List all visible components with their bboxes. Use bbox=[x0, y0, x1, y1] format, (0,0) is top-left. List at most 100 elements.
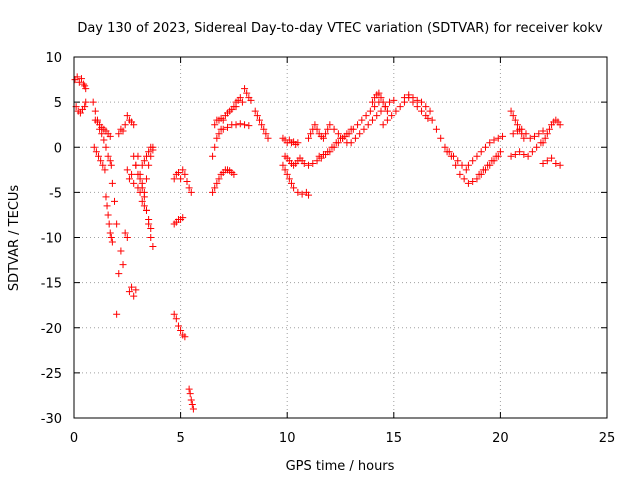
data-point bbox=[238, 98, 246, 106]
data-point bbox=[287, 179, 295, 187]
data-point bbox=[373, 112, 381, 120]
y-tick-label: -10 bbox=[41, 232, 62, 247]
data-point bbox=[106, 157, 114, 165]
data-point bbox=[526, 134, 534, 142]
data-point bbox=[458, 161, 466, 169]
data-point bbox=[511, 150, 519, 158]
data-point bbox=[95, 152, 103, 160]
data-point bbox=[213, 179, 221, 187]
data-point bbox=[187, 396, 195, 404]
data-point bbox=[494, 134, 502, 142]
data-point bbox=[545, 125, 553, 133]
data-point bbox=[134, 170, 142, 178]
data-point bbox=[319, 150, 327, 158]
data-point bbox=[326, 121, 334, 129]
data-point bbox=[356, 130, 364, 138]
data-point bbox=[362, 112, 370, 120]
data-point bbox=[73, 73, 81, 81]
y-tick-label: 0 bbox=[54, 141, 62, 156]
data-point bbox=[339, 134, 347, 142]
series-arc-32 bbox=[400, 91, 434, 115]
data-point bbox=[185, 184, 193, 192]
plot-frame bbox=[73, 56, 608, 419]
data-point bbox=[91, 107, 99, 115]
data-point bbox=[111, 197, 119, 205]
data-point bbox=[351, 134, 359, 142]
data-point bbox=[556, 121, 564, 129]
data-point bbox=[290, 184, 298, 192]
data-point bbox=[381, 103, 389, 111]
y-axis-label: SDTVAR / TECUs bbox=[7, 185, 22, 292]
data-point bbox=[366, 107, 374, 115]
data-point bbox=[313, 125, 321, 133]
data-point bbox=[539, 127, 547, 135]
data-point bbox=[319, 134, 327, 142]
data-point bbox=[360, 125, 368, 133]
data-point bbox=[305, 191, 313, 199]
data-point bbox=[211, 143, 219, 151]
data-point bbox=[294, 139, 302, 147]
data-point bbox=[328, 143, 336, 151]
data-point bbox=[97, 157, 105, 165]
data-point bbox=[516, 148, 524, 156]
data-point bbox=[174, 322, 182, 330]
series-arc-20 bbox=[211, 103, 240, 129]
data-point bbox=[552, 159, 560, 167]
series-arc-08 bbox=[113, 229, 140, 318]
data-point bbox=[548, 154, 556, 162]
data-point bbox=[107, 161, 115, 169]
data-point bbox=[251, 107, 259, 115]
y-tick-label: -15 bbox=[41, 277, 62, 292]
data-point bbox=[98, 130, 106, 138]
data-point bbox=[183, 178, 191, 186]
data-point bbox=[518, 125, 526, 133]
data-point bbox=[142, 175, 150, 183]
data-point bbox=[441, 143, 449, 151]
data-point bbox=[520, 150, 528, 158]
data-point bbox=[311, 121, 319, 129]
data-point bbox=[509, 112, 517, 120]
data-point bbox=[177, 326, 185, 334]
series-arc-05 bbox=[91, 116, 114, 140]
series-arc-17 bbox=[185, 385, 197, 413]
data-point bbox=[264, 134, 272, 142]
data-point bbox=[447, 152, 455, 160]
data-point bbox=[255, 116, 263, 124]
data-point bbox=[281, 166, 289, 174]
data-point bbox=[113, 310, 121, 318]
data-point bbox=[125, 175, 133, 183]
data-point bbox=[396, 103, 404, 111]
data-point bbox=[543, 130, 551, 138]
data-point bbox=[125, 288, 133, 296]
data-point bbox=[121, 229, 129, 237]
data-point bbox=[132, 286, 140, 294]
data-point bbox=[388, 112, 396, 120]
series-arc-28 bbox=[315, 98, 383, 160]
data-point bbox=[113, 220, 121, 228]
y-tick-label: -30 bbox=[41, 412, 62, 427]
x-tick-label: 25 bbox=[599, 431, 616, 446]
data-point bbox=[332, 139, 340, 147]
data-point bbox=[520, 134, 528, 142]
data-point bbox=[345, 130, 353, 138]
data-point bbox=[130, 152, 138, 160]
data-point bbox=[334, 130, 342, 138]
x-axis-label: GPS time / hours bbox=[286, 459, 395, 474]
data-point bbox=[347, 139, 355, 147]
data-point bbox=[253, 112, 261, 120]
data-point bbox=[475, 170, 483, 178]
data-point bbox=[106, 229, 114, 237]
series-arc-24 bbox=[279, 161, 313, 199]
data-point bbox=[379, 98, 387, 106]
data-point bbox=[145, 215, 153, 223]
data-point bbox=[147, 234, 155, 241]
data-point bbox=[224, 123, 232, 131]
data-point bbox=[181, 170, 189, 178]
data-point bbox=[305, 161, 313, 169]
data-point bbox=[102, 143, 110, 151]
series-arc-18 bbox=[209, 166, 238, 196]
data-points bbox=[71, 73, 564, 413]
data-point bbox=[354, 121, 362, 129]
data-point bbox=[368, 98, 376, 106]
data-point bbox=[422, 103, 430, 111]
